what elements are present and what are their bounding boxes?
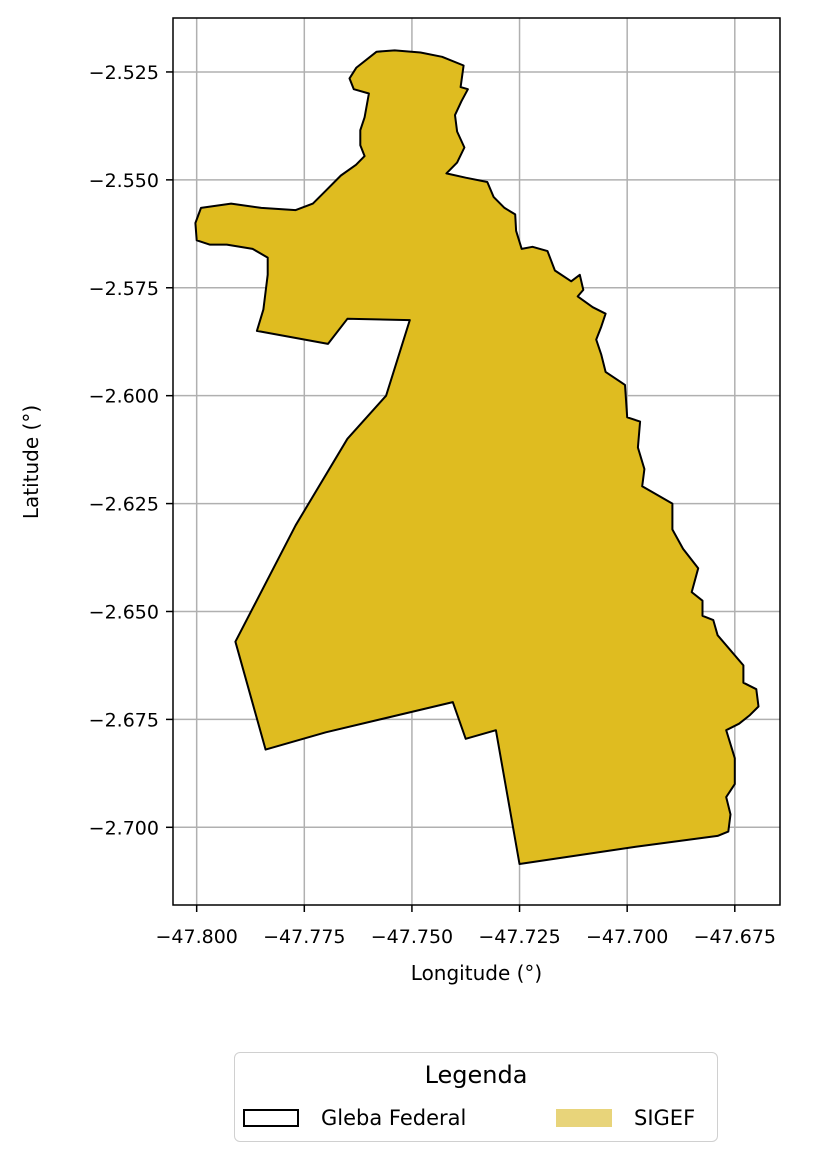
x-tick-label: −47.725 bbox=[478, 926, 560, 948]
y-tick-label: −2.575 bbox=[89, 278, 159, 300]
gleba-federal-swatch-icon bbox=[243, 1109, 299, 1127]
map-figure: −47.800 −47.775 −47.750 −47.725 −47.700 −47.6… bbox=[19, 17, 781, 985]
legend-item-label: Gleba Federal bbox=[321, 1106, 467, 1130]
x-tick-label: −47.675 bbox=[694, 926, 776, 948]
legend-item-sigef: SIGEF bbox=[556, 1103, 695, 1133]
x-tick-label: −47.775 bbox=[263, 926, 345, 948]
y-tick-label: −2.600 bbox=[89, 386, 159, 408]
x-tick-label: −47.750 bbox=[371, 926, 453, 948]
sigef-swatch-icon bbox=[556, 1109, 612, 1127]
y-tick-label: −2.650 bbox=[89, 601, 159, 623]
sigef-polygon bbox=[194, 49, 760, 865]
x-axis-label: Longitude (°) bbox=[411, 961, 542, 985]
x-tick-label: −47.700 bbox=[586, 926, 668, 948]
axis-ticks: −47.800 −47.775 −47.750 −47.725 −47.700 −47.6… bbox=[89, 62, 776, 948]
plot-frame bbox=[172, 17, 781, 906]
y-tick-label: −2.550 bbox=[89, 170, 159, 192]
y-tick-label: −2.525 bbox=[89, 62, 159, 84]
x-tick-label: −47.800 bbox=[155, 926, 237, 948]
y-tick-label: −2.700 bbox=[89, 817, 159, 839]
y-tick-label: −2.625 bbox=[89, 494, 159, 516]
legend-item-gleba-federal: Gleba Federal bbox=[243, 1103, 466, 1133]
legend-item-label: SIGEF bbox=[634, 1106, 696, 1130]
y-tick-label: −2.675 bbox=[89, 709, 159, 731]
y-axis-label: Latitude (°) bbox=[19, 405, 43, 519]
legend: Legenda Gleba Federal SIGEF bbox=[234, 1052, 718, 1142]
legend-title: Legenda bbox=[424, 1061, 528, 1089]
